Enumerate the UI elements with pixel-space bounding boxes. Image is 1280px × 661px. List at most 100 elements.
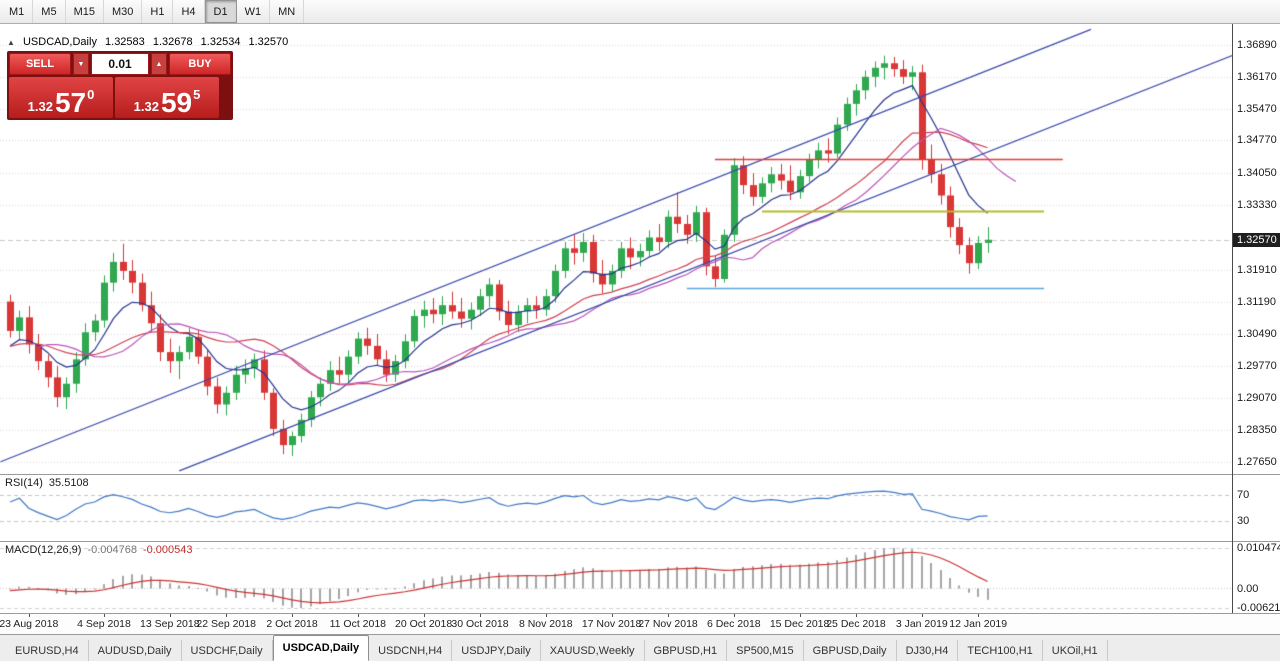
date-axis-label: 12 Jan 2019 [949,618,1008,630]
trade-controls-row: SELL ▼ 0.01 ▲ BUY [9,53,231,75]
date-axis-label: 20 Oct 2018 [394,618,453,630]
price-axis-label: 1.29770 [1237,360,1277,373]
rsi-level-70-label: 70 [1237,488,1250,501]
price-axis-label: 1.34770 [1237,134,1277,147]
macd-axis-min-label: -0.006218 [1237,602,1280,614]
date-tick [978,614,980,617]
date-axis-label: 2 Oct 2018 [266,618,318,630]
date-axis-label: 22 Sep 2018 [196,618,256,630]
tab-usdcad-daily[interactable]: USDCAD,Daily [272,635,370,661]
date-axis-label: 4 Sep 2018 [77,618,131,630]
date-axis: 23 Aug 2018 4 Sep 2018 13 Sep 2018 22 Sep 2… [0,614,1280,634]
date-tick [799,614,801,617]
macd-axis-zero-label: 0.00 [1237,582,1259,595]
date-tick [921,614,923,617]
collapse-trade-panel-icon[interactable]: ▲ [7,38,15,47]
timeframe-button-m1[interactable]: M1 [1,0,34,23]
macd-name: MACD(12,26,9) [5,544,82,556]
tab-gbpusd-daily[interactable]: GBPUSD,Daily [804,640,897,661]
trade-prices-row: 1.32 57 0 1.32 59 5 [9,77,231,118]
chart-tab-bar: EURUSD,H4 AUDUSD,Daily USDCHF,Daily USDCAD,… [0,635,1280,661]
tab-audusd-daily[interactable]: AUDUSD,Daily [89,640,182,661]
rsi-canvas[interactable] [0,475,1232,541]
date-tick [357,614,359,617]
tab-ukoil-h1[interactable]: UKOil,H1 [1043,640,1108,661]
rsi-label: RSI(14) 35.5108 [5,477,89,489]
timeframe-toolbar: M1 M5 M15 M30 H1 H4 D1 W1 MN [0,0,1280,24]
macd-signal-value: -0.000543 [142,544,193,556]
volume-input[interactable]: 0.01 [91,53,149,75]
timeframe-button-h4[interactable]: H4 [173,0,205,23]
price-axis-label: 1.29070 [1237,391,1277,404]
timeframe-button-m30[interactable]: M30 [104,0,143,23]
date-tick [611,614,613,617]
timeframe-button-h1[interactable]: H1 [142,0,174,23]
date-tick [423,614,425,617]
date-axis-label: 23 Aug 2018 [0,618,59,630]
date-axis-label: 11 Oct 2018 [329,618,387,630]
price-axis-label: 1.35470 [1237,102,1277,115]
bid-price-big: 57 [54,87,87,119]
ohlc-open: 1.32583 [105,36,145,48]
tab-sp500-m15[interactable]: SP500,M15 [727,640,804,661]
date-axis-label: 15 Dec 2018 [769,618,830,630]
rsi-name: RSI(14) [5,477,43,489]
panel-divider-rsi-macd[interactable] [0,541,1280,542]
timeframe-button-m15[interactable]: M15 [66,0,104,23]
tab-xauusd-weekly[interactable]: XAUUSD,Weekly [541,640,645,661]
date-tick [104,614,105,617]
timeframe-button-d1[interactable]: D1 [204,0,237,23]
rsi-value: 35.5108 [48,477,89,489]
date-tick [668,614,669,617]
rsi-panel: RSI(14) 35.5108 [0,475,1280,541]
macd-canvas[interactable] [0,542,1232,613]
current-price-badge: 1.32570 [1233,232,1280,247]
date-axis-label: 25 Dec 2018 [826,618,886,630]
tab-usdchf-daily[interactable]: USDCHF,Daily [182,640,273,661]
chart-title: ▲ USDCAD,Daily 1.32583 1.32678 1.32534 1… [7,36,293,48]
bid-price-button[interactable]: 1.32 57 0 [9,77,113,118]
main-chart-panel: ▲ USDCAD,Daily 1.32583 1.32678 1.32534 1… [0,24,1280,474]
date-tick [856,614,857,617]
ask-price-sup: 5 [193,87,201,102]
price-axis-label: 1.31190 [1237,296,1276,309]
date-axis-label: 3 Jan 2019 [895,618,948,630]
date-axis-label: 13 Sep 2018 [140,618,200,630]
panel-divider-macd-dates[interactable] [0,613,1280,614]
chart-symbol-period: USDCAD,Daily [22,36,97,48]
macd-panel: MACD(12,26,9) -0.004768 -0.000543 [0,542,1280,613]
date-axis-label: 8 Nov 2018 [518,618,573,630]
rsi-level-30-label: 30 [1237,515,1250,528]
tab-usdcnh-h4[interactable]: USDCNH,H4 [369,640,453,661]
timeframe-button-w1[interactable]: W1 [237,0,271,23]
ohlc-low: 1.32534 [200,36,241,48]
date-axis-label: 30 Oct 2018 [451,618,509,630]
bid-price-prefix: 1.32 [27,99,53,114]
tabbar-divider [0,634,1280,635]
date-tick [545,614,547,617]
macd-axis-max-label: 0.010474 [1237,542,1280,554]
date-tick [169,614,171,617]
date-axis-label: 6 Dec 2018 [706,618,761,630]
bid-price-sup: 0 [87,87,95,102]
ohlc-close: 1.32570 [248,36,289,48]
timeframe-button-m5[interactable]: M5 [33,0,66,23]
volume-increase-button[interactable]: ▲ [151,53,167,75]
tab-usdjpy-daily[interactable]: USDJPY,Daily [452,640,541,661]
tab-eurusd-h4[interactable]: EURUSD,H4 [6,640,89,661]
sell-button[interactable]: SELL [9,53,71,75]
price-axis-label: 1.31910 [1237,263,1277,276]
volume-decrease-button[interactable]: ▼ [73,53,89,75]
timeframe-button-mn[interactable]: MN [270,0,305,23]
price-axis-label: 1.36890 [1237,38,1277,51]
date-tick [226,614,228,617]
price-axis-label: 1.28350 [1237,424,1277,437]
buy-button[interactable]: BUY [169,53,231,75]
price-axis-label: 1.33330 [1237,199,1277,212]
panel-divider-main-rsi[interactable] [0,474,1280,475]
tab-dj30-h4[interactable]: DJ30,H4 [897,640,959,661]
tab-tech100-h1[interactable]: TECH100,H1 [958,640,1043,661]
tab-gbpusd-h1[interactable]: GBPUSD,H1 [645,640,728,661]
ask-price-button[interactable]: 1.32 59 5 [115,77,219,118]
